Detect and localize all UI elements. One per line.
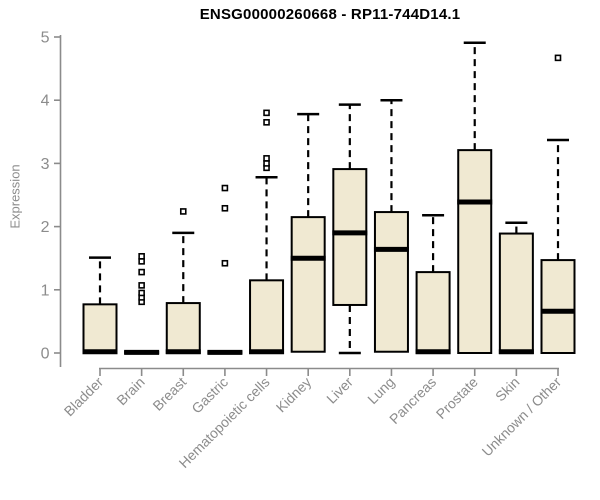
chart-title: ENSG00000260668 - RP11-744D14.1 xyxy=(199,6,461,23)
box-pancreas xyxy=(415,213,451,355)
y-tick-label: 5 xyxy=(41,30,50,47)
x-category-label: Kidney xyxy=(273,374,315,416)
outlier-point xyxy=(554,54,562,62)
outlier-point xyxy=(263,119,270,126)
iqr-box xyxy=(290,216,326,353)
box-liver xyxy=(332,103,368,355)
x-category-label: Unknown / Other xyxy=(479,374,565,460)
y-tick-label: 3 xyxy=(41,156,50,173)
outlier-point xyxy=(138,258,145,265)
outlier-point xyxy=(263,160,270,167)
outlier-point xyxy=(221,204,229,212)
outlier-point xyxy=(138,282,145,289)
box-brain xyxy=(124,253,160,355)
x-category-label: Prostate xyxy=(433,374,481,422)
outlier-point xyxy=(221,184,229,192)
iqr-box xyxy=(540,259,576,355)
y-tick-label: 0 xyxy=(41,346,50,363)
iqr-box xyxy=(332,168,368,306)
box-lung xyxy=(373,98,409,353)
outlier-point xyxy=(221,259,229,267)
y-tick-label: 2 xyxy=(41,219,50,236)
iqr-box xyxy=(82,303,118,354)
outlier-point xyxy=(138,253,145,260)
outlier-point xyxy=(179,208,187,215)
iqr-box xyxy=(165,302,201,354)
iqr-box xyxy=(415,271,451,355)
box-bladder xyxy=(82,256,118,355)
iqr-box xyxy=(498,232,534,354)
iqr-box xyxy=(249,279,285,355)
x-category-label: Bladder xyxy=(61,374,107,420)
x-category-label: Breast xyxy=(149,374,189,414)
iqr-box xyxy=(373,211,409,353)
y-tick-label: 4 xyxy=(41,93,50,110)
box-breast xyxy=(165,208,201,355)
y-tick-label: 1 xyxy=(41,282,50,299)
x-category-label: Lung xyxy=(364,374,397,407)
iqr-box xyxy=(457,149,493,354)
box-prostate xyxy=(457,41,493,354)
box-skin xyxy=(498,221,534,355)
outlier-point xyxy=(263,155,270,162)
x-category-label: Brain xyxy=(113,374,147,408)
outlier-point xyxy=(138,289,145,297)
outlier-point xyxy=(263,109,270,117)
x-category-label: Skin xyxy=(492,374,523,405)
outlier-point xyxy=(138,268,145,276)
x-category-label: Liver xyxy=(323,374,356,407)
box-kidney xyxy=(290,112,326,353)
box-hematopoietic-cells xyxy=(249,109,285,355)
box-unknown-other xyxy=(540,54,576,355)
box-gastric xyxy=(207,184,243,355)
